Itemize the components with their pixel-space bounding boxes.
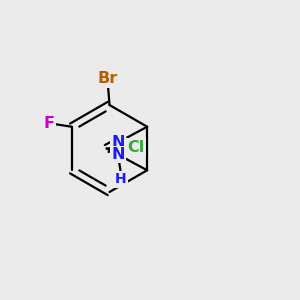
Text: Br: Br <box>98 71 118 86</box>
Text: N: N <box>111 147 125 162</box>
Text: F: F <box>43 116 54 131</box>
Text: N: N <box>111 135 125 150</box>
Text: H: H <box>115 172 127 187</box>
Text: Cl: Cl <box>127 140 144 154</box>
